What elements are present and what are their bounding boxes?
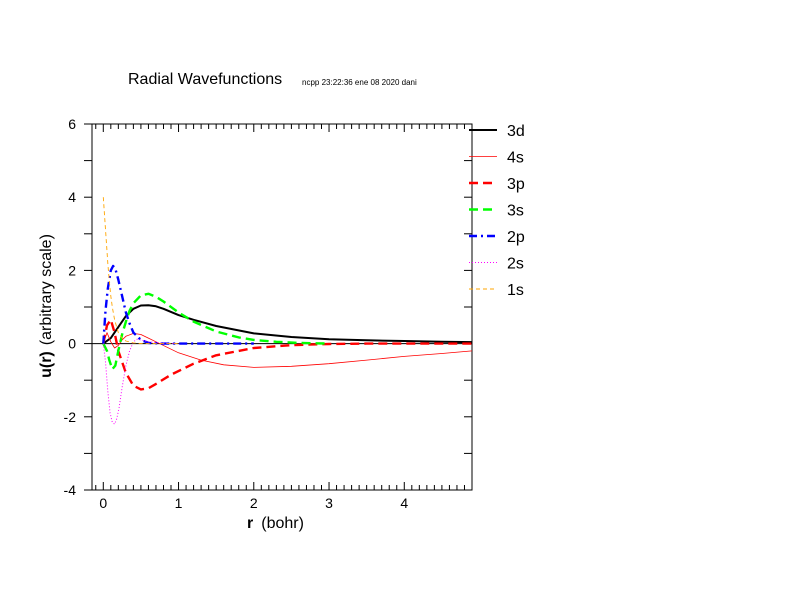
legend: 3d 4s 3p 3s 2p 2s 1s (469, 123, 525, 299)
legend-label-2s: 2s (507, 256, 524, 273)
series-line-4s (102, 332, 473, 368)
series-line-3d (102, 304, 473, 345)
y-tick-label: -2 (64, 409, 77, 425)
y-axis-label-symbol: u(r) (38, 351, 55, 378)
axes: 0 1 2 3 4 -4 -2 0 2 4 6 (64, 116, 473, 511)
x-tick-label: 3 (325, 495, 333, 511)
x-axis-label-symbol: r (247, 515, 253, 532)
y-axis-label-unit: (arbitrary scale) (38, 234, 55, 345)
x-tick-label: 2 (250, 495, 258, 511)
chart-subtitle: ncpp 23:22:36 ene 08 2020 dani (302, 78, 417, 87)
series-line-3p (102, 318, 472, 391)
x-tick-label: 1 (175, 495, 183, 511)
legend-label-4s: 4s (507, 150, 524, 167)
x-axis-label: r (bohr) (247, 515, 304, 532)
y-tick-label: 6 (68, 116, 76, 132)
y-tick-label: 2 (68, 262, 76, 278)
x-tick-label: 0 (99, 495, 107, 511)
series-line-3s (102, 292, 330, 371)
x-tick-label: 4 (400, 495, 408, 511)
legend-label-1s: 1s (507, 282, 524, 299)
legend-label-3d: 3d (507, 123, 525, 140)
chart-title: Radial Wavefunctions (128, 71, 282, 88)
legend-label-3s: 3s (507, 203, 524, 220)
x-axis-label-unit: (bohr) (261, 515, 304, 532)
series-lines (102, 197, 473, 425)
y-tick-label: 4 (68, 189, 76, 205)
plot-frame (91, 123, 473, 491)
y-tick-label: 0 (68, 336, 76, 352)
series-line-2s (102, 338, 179, 425)
series-line-2p (102, 264, 254, 345)
y-tick-label: -4 (64, 482, 77, 498)
y-axis-label: u(r) (arbitrary scale) (38, 234, 55, 378)
series-line-1s (102, 197, 179, 345)
legend-label-2p: 2p (507, 229, 525, 246)
legend-label-3p: 3p (507, 176, 525, 193)
